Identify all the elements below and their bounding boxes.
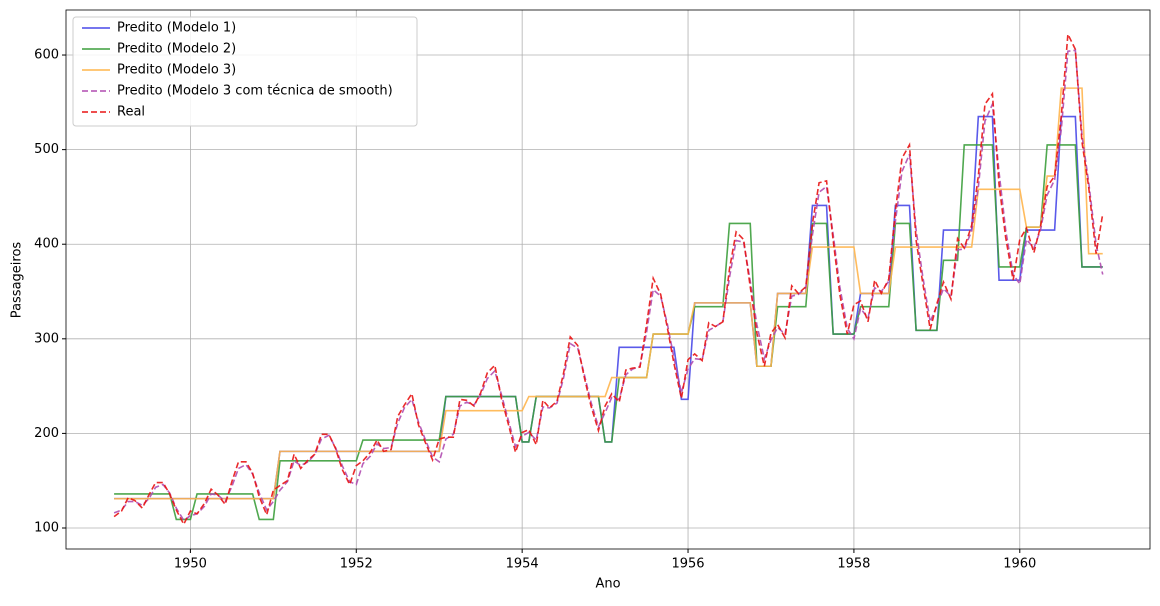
x-tick-label: 1960 [1003,557,1036,572]
series-line [114,87,1103,500]
x-tick-label: 1952 [340,557,373,572]
legend-label: Predito (Modelo 3 com técnica de smooth) [117,84,393,99]
x-tick-label: 1956 [671,557,704,572]
legend-label: Real [117,105,145,120]
legend-box [72,16,418,127]
legend-label: Predito (Modelo 3) [117,63,236,78]
legend: Predito (Modelo 1) Predito (Modelo 2) Pred… [72,16,418,127]
y-tick-label: 600 [34,48,59,63]
x-tick-label: 1950 [174,557,207,572]
y-tick-label: 100 [34,521,59,536]
x-axis-label: Ano [595,577,620,592]
y-tick-label: 300 [34,331,59,346]
plot-frame [65,9,1151,550]
y-tick-label: 500 [34,142,59,157]
y-tick-label: 200 [34,426,59,441]
legend-label: Predito (Modelo 2) [117,42,236,57]
series-line [114,144,1103,521]
x-tick-label: 1958 [837,557,870,572]
legend-label: Predito (Modelo 1) [117,21,236,36]
y-tick-label: 400 [34,237,59,252]
series-line [113,31,1104,526]
x-tick-label: 1954 [506,557,539,572]
y-axis-label: Passageiros [10,242,25,319]
